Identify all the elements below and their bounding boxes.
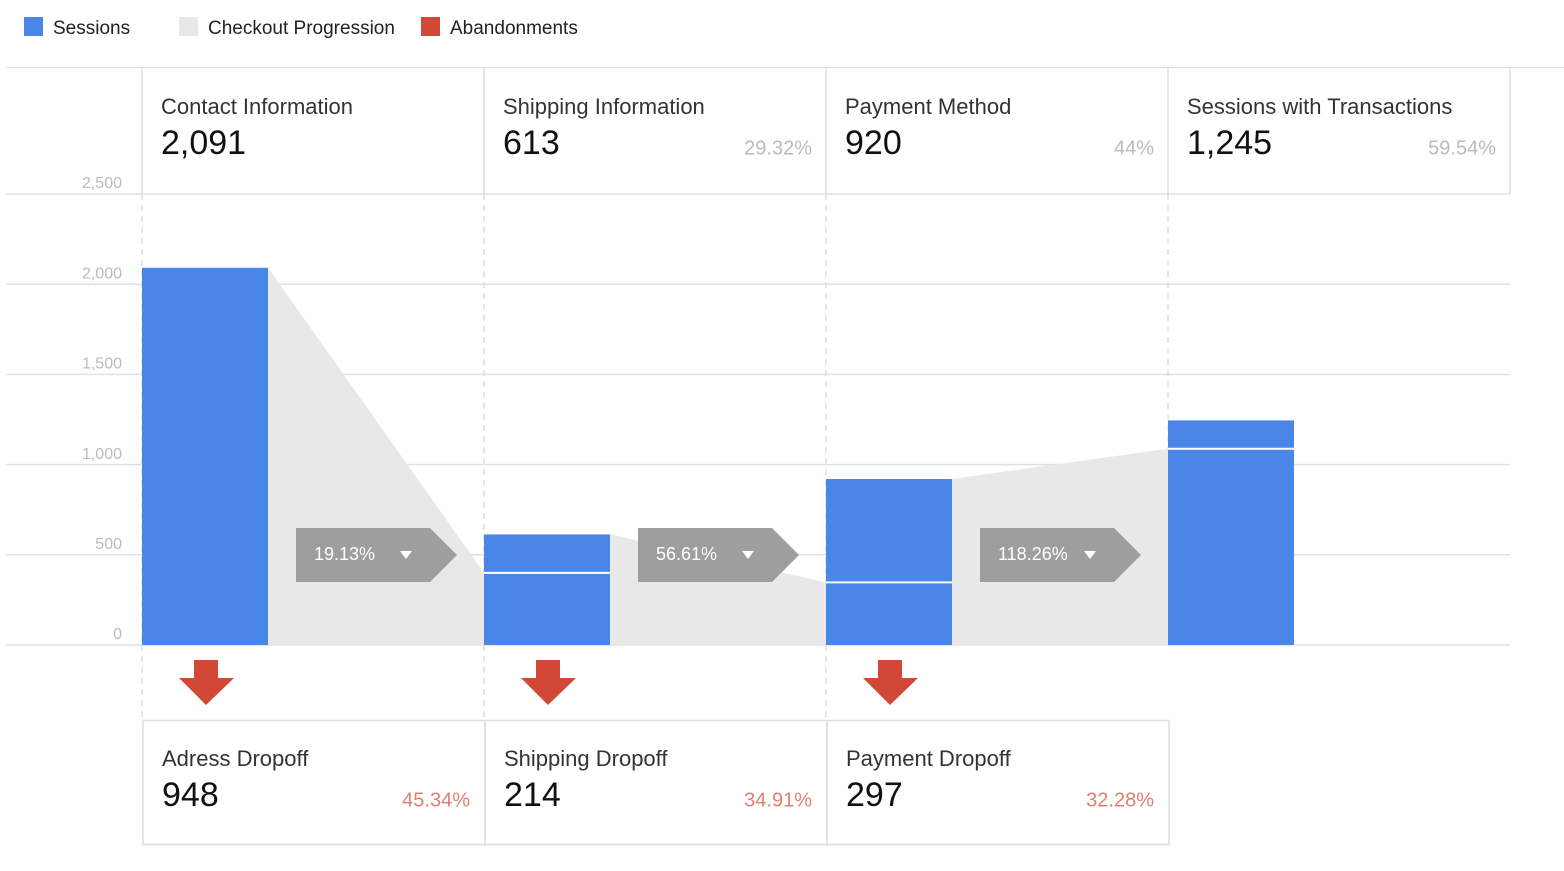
progression-rate: 56.61%: [656, 544, 717, 564]
step-name: Shipping Information: [503, 94, 705, 119]
legend-swatch: [179, 17, 198, 36]
abandonment-arrow: [179, 660, 234, 705]
y-tick-label: 1,000: [82, 446, 122, 463]
abandonment-arrow: [863, 660, 918, 705]
abandonment-arrow: [521, 660, 576, 705]
session-bar: [1168, 420, 1294, 645]
step-rate: 44%: [1114, 137, 1154, 159]
legend-label: Abandonments: [450, 18, 578, 39]
y-tick-label: 2,500: [82, 175, 122, 192]
dropoff-name: Adress Dropoff: [162, 746, 309, 771]
dropoff-value: 214: [504, 776, 561, 814]
progression-tag: [296, 528, 457, 582]
session-bar: [826, 479, 952, 645]
session-bar: [484, 534, 610, 645]
dropoff-value: 297: [846, 776, 903, 814]
step-rate: 59.54%: [1428, 137, 1496, 159]
legend-label: Checkout Progression: [208, 18, 395, 39]
step-value: 1,245: [1187, 124, 1272, 162]
y-tick-label: 0: [113, 626, 122, 643]
dropoff-rate: 45.34%: [402, 789, 470, 811]
progression-tag: [980, 528, 1141, 582]
progression-rate: 118.26%: [998, 544, 1068, 564]
step-rate: 29.32%: [744, 137, 812, 159]
step-value: 613: [503, 124, 560, 162]
dropoff-rate: 34.91%: [744, 789, 812, 811]
dropdown-icon[interactable]: [400, 551, 412, 559]
progression-area: [268, 267, 484, 645]
step-name: Sessions with Transactions: [1187, 94, 1452, 119]
session-bar: [142, 267, 268, 645]
dropoff-value: 948: [162, 776, 219, 814]
dropdown-icon[interactable]: [742, 551, 754, 559]
y-tick-label: 1,500: [82, 356, 122, 373]
legend-swatch: [24, 17, 43, 36]
step-name: Contact Information: [161, 94, 353, 119]
dropoff-name: Payment Dropoff: [846, 746, 1012, 771]
dropdown-icon[interactable]: [1084, 551, 1096, 559]
progression-rate: 19.13%: [314, 544, 375, 564]
step-name: Payment Method: [845, 94, 1011, 119]
dropoff-name: Shipping Dropoff: [504, 746, 668, 771]
legend-label: Sessions: [53, 18, 130, 39]
step-value: 2,091: [161, 124, 246, 162]
dropoff-rate: 32.28%: [1086, 789, 1154, 811]
y-tick-label: 2,000: [82, 265, 122, 282]
legend-swatch: [421, 17, 440, 36]
dropoff-box: [826, 719, 1170, 846]
progression-tag: [638, 528, 799, 582]
y-tick-label: 500: [95, 536, 122, 553]
step-value: 920: [845, 124, 902, 162]
